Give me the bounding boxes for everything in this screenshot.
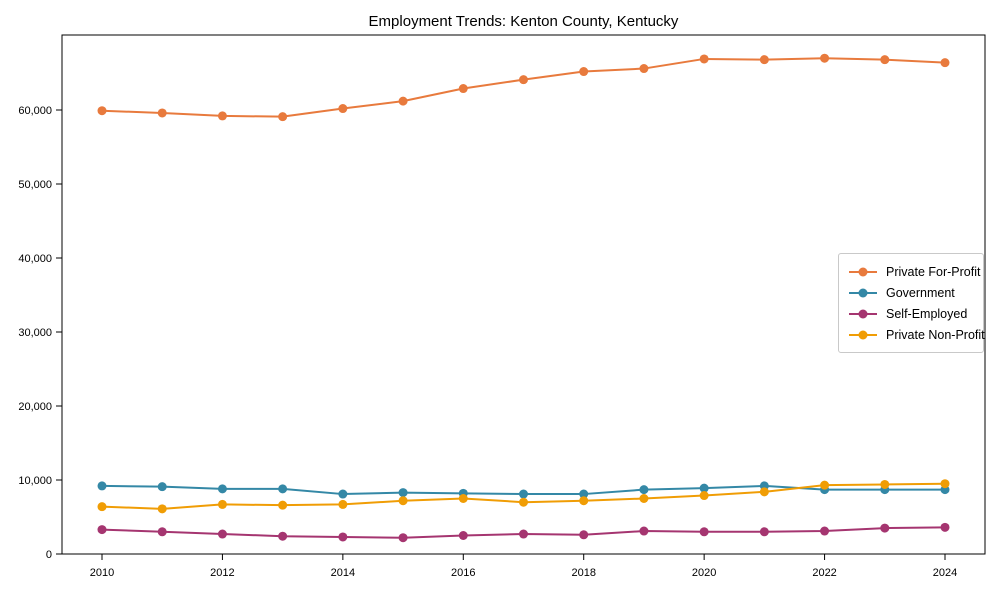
x-axis-tick-label: 2016 (451, 567, 475, 579)
y-axis-tick-label: 50,000 (18, 179, 52, 191)
data-point-government (97, 481, 107, 491)
x-axis-tick-label: 2010 (90, 567, 114, 579)
data-point-government (699, 483, 709, 493)
data-point-government (157, 482, 167, 492)
data-point-private-non-profit (398, 496, 408, 506)
legend-label: Self-Employed (886, 306, 968, 321)
legend-label: Government (886, 285, 955, 300)
data-point-self-employed (278, 531, 288, 541)
data-point-government (579, 489, 589, 499)
data-point-government (519, 489, 528, 499)
axes-frame (61, 34, 986, 555)
data-point-private-non-profit (880, 479, 890, 489)
x-axis-tick-label: 2018 (571, 567, 595, 579)
data-point-self-employed (217, 529, 227, 539)
data-point-private-for-profit (759, 55, 769, 65)
data-point-private-non-profit (338, 499, 348, 509)
data-point-self-employed (940, 522, 950, 532)
legend-marker-icon (849, 330, 877, 339)
data-point-self-employed (398, 533, 408, 543)
legend-item-self-employed: Self-Employed (848, 303, 977, 324)
data-point-self-employed (579, 530, 589, 540)
data-point-private-for-profit (880, 55, 890, 65)
data-point-private-for-profit (639, 64, 649, 74)
data-point-government (278, 484, 288, 494)
data-point-self-employed (458, 531, 468, 540)
x-axis-tick-label: 2024 (933, 567, 957, 579)
data-point-private-for-profit (579, 67, 589, 77)
data-point-government (338, 489, 348, 499)
y-axis-tick-label: 20,000 (18, 401, 52, 413)
data-point-private-for-profit (458, 84, 468, 94)
legend-item-government: Government (848, 282, 977, 303)
data-point-private-non-profit (278, 500, 288, 510)
data-point-self-employed (157, 527, 167, 537)
legend: Private For-Profit Government Self-Employe… (838, 253, 985, 353)
y-axis-tick-label: 40,000 (18, 253, 52, 265)
data-point-private-for-profit (157, 108, 167, 118)
y-axis-tick-label: 10,000 (18, 475, 52, 487)
data-point-government (639, 485, 649, 495)
y-axis-tick-label: 30,000 (18, 327, 52, 339)
x-axis-tick-label: 2014 (331, 567, 355, 579)
data-point-self-employed (699, 527, 709, 537)
data-point-self-employed (519, 529, 528, 539)
data-point-private-non-profit (157, 504, 167, 514)
data-point-private-non-profit (820, 480, 830, 490)
data-point-private-for-profit (398, 96, 408, 106)
data-point-government (398, 488, 408, 498)
legend-marker-icon (849, 309, 877, 318)
series-line-private-for-profit (101, 57, 946, 118)
data-point-private-non-profit (458, 494, 468, 503)
chart-title: Employment Trends: Kenton County, Kentuc… (368, 13, 679, 30)
x-axis-tick-label: 2022 (812, 567, 836, 579)
data-point-private-non-profit (759, 487, 769, 497)
data-point-self-employed (820, 526, 830, 536)
data-point-private-non-profit (519, 497, 528, 507)
data-point-private-for-profit (217, 111, 227, 121)
y-axis-tick-label: 0 (46, 549, 52, 561)
legend-marker-icon (849, 288, 877, 297)
data-point-private-for-profit (519, 75, 528, 85)
data-point-self-employed (639, 526, 649, 536)
data-point-private-for-profit (940, 58, 950, 68)
data-point-private-non-profit (940, 479, 950, 489)
y-axis-tick-label: 60,000 (18, 105, 52, 117)
data-point-self-employed (338, 532, 348, 542)
data-point-private-for-profit (338, 104, 348, 114)
data-point-private-non-profit (699, 491, 709, 501)
legend-item-private-for-profit: Private For-Profit (848, 261, 981, 282)
data-point-private-for-profit (820, 53, 830, 63)
data-point-private-for-profit (278, 112, 288, 122)
data-point-private-non-profit (639, 494, 649, 503)
data-point-private-for-profit (699, 54, 709, 64)
data-point-government (217, 484, 227, 494)
data-point-private-non-profit (579, 496, 589, 506)
legend-label: Private Non-Profit (886, 327, 985, 342)
legend-item-private-non-profit: Private Non-Profit (848, 324, 985, 345)
data-point-private-non-profit (217, 499, 227, 509)
data-point-self-employed (759, 527, 769, 537)
data-point-self-employed (880, 523, 890, 533)
x-axis-tick-label: 2020 (692, 567, 716, 579)
legend-label: Private For-Profit (886, 264, 981, 279)
data-point-private-non-profit (97, 502, 107, 512)
x-axis-tick-label: 2012 (210, 567, 234, 579)
data-point-self-employed (97, 525, 107, 535)
data-point-private-for-profit (97, 106, 107, 116)
legend-marker-icon (849, 267, 877, 276)
